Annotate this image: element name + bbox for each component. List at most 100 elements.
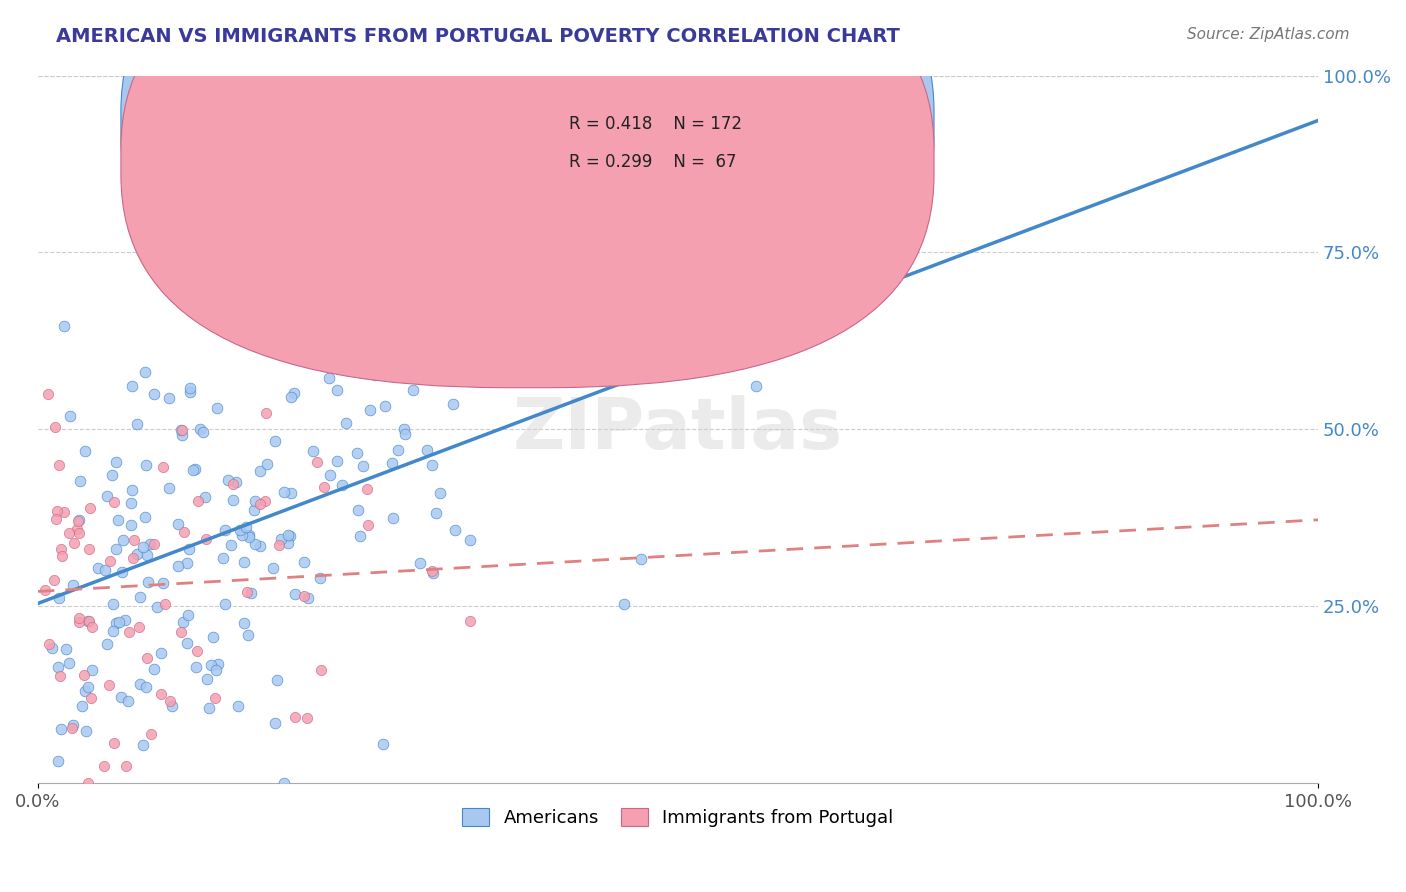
Point bbox=[205, 401, 228, 415]
Point bbox=[127, 417, 149, 431]
Point bbox=[309, 571, 332, 585]
Point bbox=[238, 530, 260, 544]
Point bbox=[38, 637, 60, 651]
Point bbox=[48, 659, 70, 673]
Point bbox=[79, 614, 101, 628]
Point bbox=[45, 512, 67, 526]
Point bbox=[170, 428, 193, 442]
Point bbox=[309, 663, 332, 677]
Point bbox=[233, 616, 256, 631]
Point bbox=[52, 504, 75, 518]
Point bbox=[143, 662, 166, 676]
Point bbox=[292, 589, 315, 603]
Point bbox=[101, 597, 124, 611]
Point bbox=[179, 384, 201, 399]
Point bbox=[420, 565, 443, 579]
Point bbox=[129, 590, 152, 604]
Point bbox=[225, 475, 247, 489]
Text: AMERICAN VS IMMIGRANTS FROM PORTUGAL POVERTY CORRELATION CHART: AMERICAN VS IMMIGRANTS FROM PORTUGAL POV… bbox=[56, 27, 900, 45]
Point bbox=[429, 486, 451, 500]
Point bbox=[132, 738, 155, 752]
Point bbox=[110, 690, 132, 705]
Point bbox=[139, 727, 162, 741]
Point bbox=[125, 547, 148, 561]
Point bbox=[226, 699, 249, 714]
Point bbox=[262, 560, 284, 574]
Point bbox=[359, 403, 381, 417]
Point bbox=[172, 423, 194, 437]
Point bbox=[117, 693, 139, 707]
Point bbox=[143, 536, 166, 550]
Point bbox=[179, 381, 201, 395]
Point bbox=[374, 399, 396, 413]
Point bbox=[67, 513, 90, 527]
Text: ZIPatlas: ZIPatlas bbox=[513, 395, 844, 464]
Point bbox=[101, 468, 124, 483]
Point bbox=[319, 467, 342, 482]
Point bbox=[416, 443, 439, 458]
Point bbox=[108, 615, 131, 629]
Point bbox=[48, 591, 70, 605]
Point bbox=[94, 563, 117, 577]
Point bbox=[243, 537, 266, 551]
Point bbox=[352, 459, 374, 474]
Point bbox=[176, 556, 198, 570]
Point bbox=[744, 379, 766, 393]
Point bbox=[280, 390, 302, 404]
Point bbox=[96, 637, 118, 651]
Point bbox=[242, 503, 264, 517]
Point bbox=[204, 691, 226, 706]
Point bbox=[256, 457, 278, 471]
Point bbox=[77, 680, 100, 694]
Point bbox=[214, 597, 236, 611]
Point bbox=[630, 552, 652, 566]
Point bbox=[294, 555, 316, 569]
Point bbox=[364, 368, 387, 383]
Point bbox=[34, 582, 56, 597]
Point bbox=[273, 776, 295, 790]
FancyBboxPatch shape bbox=[121, 0, 934, 388]
Point bbox=[121, 378, 143, 392]
Point bbox=[134, 365, 156, 379]
Point bbox=[79, 541, 101, 556]
Point bbox=[46, 754, 69, 768]
Point bbox=[382, 511, 405, 525]
Point bbox=[259, 331, 281, 345]
Point bbox=[181, 463, 204, 477]
Point bbox=[222, 492, 245, 507]
Point bbox=[302, 444, 325, 458]
Point bbox=[346, 445, 368, 459]
Point bbox=[69, 615, 91, 629]
Point bbox=[297, 591, 319, 606]
Point bbox=[200, 658, 222, 673]
Point bbox=[284, 710, 307, 724]
Point bbox=[444, 523, 467, 537]
Point bbox=[221, 538, 243, 552]
Point bbox=[135, 458, 157, 472]
Point bbox=[128, 620, 150, 634]
Point bbox=[371, 738, 394, 752]
Point bbox=[37, 387, 59, 401]
Point bbox=[53, 319, 76, 334]
Point bbox=[326, 454, 349, 468]
Point bbox=[294, 230, 316, 244]
Point bbox=[131, 540, 153, 554]
Point bbox=[155, 597, 177, 611]
Point bbox=[254, 406, 277, 420]
Point bbox=[207, 657, 229, 672]
Point bbox=[105, 616, 128, 631]
Point bbox=[425, 507, 447, 521]
Point bbox=[402, 383, 425, 397]
Point bbox=[202, 630, 225, 644]
Point bbox=[80, 663, 103, 677]
Point bbox=[73, 684, 96, 698]
Point bbox=[205, 663, 228, 677]
Point bbox=[49, 669, 72, 683]
Point bbox=[184, 462, 207, 476]
Point bbox=[42, 573, 65, 587]
Point bbox=[387, 293, 409, 308]
Point bbox=[44, 419, 66, 434]
Point bbox=[188, 422, 211, 436]
Text: R = 0.299    N =  67: R = 0.299 N = 67 bbox=[569, 153, 737, 170]
Point bbox=[122, 533, 145, 547]
